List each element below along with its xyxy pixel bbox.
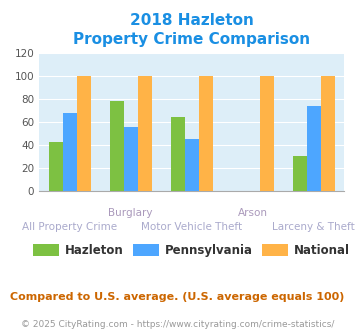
Text: Larceny & Theft: Larceny & Theft	[272, 222, 355, 232]
Bar	[199, 76, 213, 191]
Bar	[321, 76, 335, 191]
Text: Arson: Arson	[238, 208, 268, 218]
Text: Burglary: Burglary	[108, 208, 153, 218]
Bar	[260, 76, 274, 191]
Bar	[293, 156, 307, 191]
Bar	[307, 106, 321, 191]
Legend: Hazleton, Pennsylvania, National: Hazleton, Pennsylvania, National	[28, 239, 355, 262]
Bar	[77, 76, 91, 191]
Text: Motor Vehicle Theft: Motor Vehicle Theft	[141, 222, 242, 232]
Bar	[138, 76, 152, 191]
Bar	[110, 101, 124, 191]
Text: All Property Crime: All Property Crime	[22, 222, 117, 232]
Bar	[49, 142, 62, 191]
Text: Compared to U.S. average. (U.S. average equals 100): Compared to U.S. average. (U.S. average …	[10, 292, 345, 302]
Bar	[62, 113, 77, 191]
Title: 2018 Hazleton
Property Crime Comparison: 2018 Hazleton Property Crime Comparison	[73, 13, 310, 48]
Bar	[171, 117, 185, 191]
Bar	[124, 127, 138, 191]
Text: © 2025 CityRating.com - https://www.cityrating.com/crime-statistics/: © 2025 CityRating.com - https://www.city…	[21, 320, 334, 329]
Bar	[185, 139, 199, 191]
